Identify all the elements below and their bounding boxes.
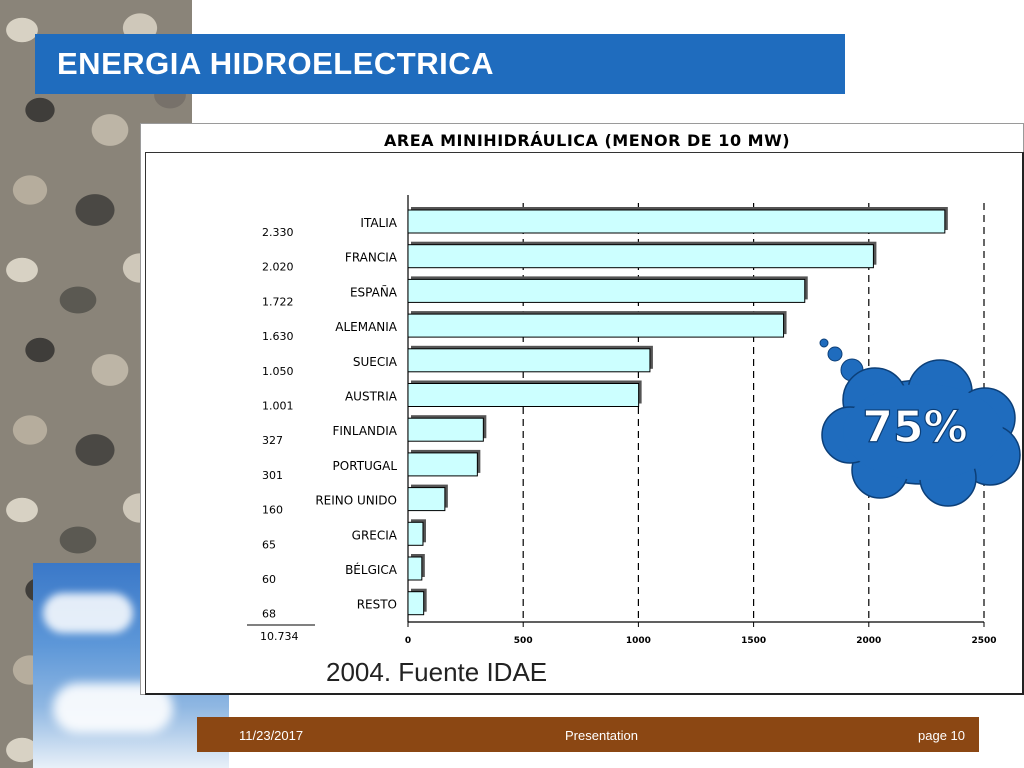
bar bbox=[407, 591, 425, 616]
bar bbox=[407, 278, 806, 303]
x-tick-label: 2500 bbox=[971, 636, 996, 646]
x-tick-label: 0 bbox=[405, 636, 411, 646]
value-label: 1.001 bbox=[262, 400, 294, 413]
value-label: 327 bbox=[262, 434, 283, 447]
category-label: FINLANDIA bbox=[332, 424, 397, 438]
value-label: 1.722 bbox=[262, 295, 294, 308]
bar bbox=[407, 417, 484, 442]
bar bbox=[407, 383, 640, 407]
category-label: BÉLGICA bbox=[345, 562, 398, 577]
footer-date: 11/23/2017 bbox=[239, 728, 304, 743]
bar bbox=[407, 244, 874, 269]
title-bar: ENERGIA HIDROELECTRICA bbox=[35, 34, 845, 94]
value-label: 2.330 bbox=[262, 226, 294, 239]
chart-title: AREA MINIHIDRÁULICA (MENOR DE 10 MW) bbox=[384, 131, 791, 150]
bar bbox=[407, 313, 785, 338]
value-label: 1.050 bbox=[262, 365, 294, 378]
value-label: 60 bbox=[262, 573, 276, 586]
x-tick-label: 1000 bbox=[626, 636, 651, 646]
labels: 0 500 1000 1500 2000 2500 ITALIA 2.330 FRANCIA 2.… bbox=[260, 216, 997, 646]
category-label: REINO UNIDO bbox=[315, 494, 397, 508]
bar bbox=[407, 487, 446, 512]
value-label: 1.630 bbox=[262, 330, 294, 343]
value-label: 301 bbox=[262, 469, 283, 482]
bar bbox=[407, 348, 651, 373]
value-label: 160 bbox=[262, 504, 283, 517]
bar bbox=[407, 521, 424, 546]
slide-title: ENERGIA HIDROELECTRICA bbox=[57, 46, 494, 81]
value-label: 65 bbox=[262, 538, 276, 551]
bar bbox=[407, 209, 946, 234]
footer-presentation: Presentation bbox=[565, 728, 638, 743]
bar bbox=[407, 556, 423, 581]
plot-frame bbox=[145, 152, 1024, 695]
category-label: AUSTRIA bbox=[345, 390, 398, 404]
source-note: 2004. Fuente IDAE bbox=[326, 657, 548, 687]
category-label: ALEMANIA bbox=[335, 320, 398, 334]
x-tick-label: 2000 bbox=[856, 636, 881, 646]
thought-bubble: 75% bbox=[819, 338, 1021, 507]
category-label: FRANCIA bbox=[345, 251, 398, 265]
bars bbox=[407, 207, 948, 616]
category-label: RESTO bbox=[357, 598, 397, 612]
category-label: PORTUGAL bbox=[333, 459, 398, 473]
bar bbox=[407, 452, 478, 477]
category-label: SUECIA bbox=[353, 355, 398, 369]
category-label: GRECIA bbox=[352, 528, 398, 542]
category-label: ITALIA bbox=[360, 216, 397, 230]
category-label: ESPAÑA bbox=[350, 284, 398, 299]
value-label: 68 bbox=[262, 608, 276, 621]
x-tick-label: 1500 bbox=[741, 636, 766, 646]
x-tick-label: 500 bbox=[514, 636, 533, 646]
total-label: 10.734 bbox=[260, 630, 299, 643]
bubble-percentage: 75% bbox=[862, 402, 967, 453]
footer-page-number: page 10 bbox=[918, 728, 965, 743]
value-label: 2.020 bbox=[262, 261, 294, 274]
footer-bar: 11/23/2017 Presentation page 10 bbox=[197, 717, 979, 752]
